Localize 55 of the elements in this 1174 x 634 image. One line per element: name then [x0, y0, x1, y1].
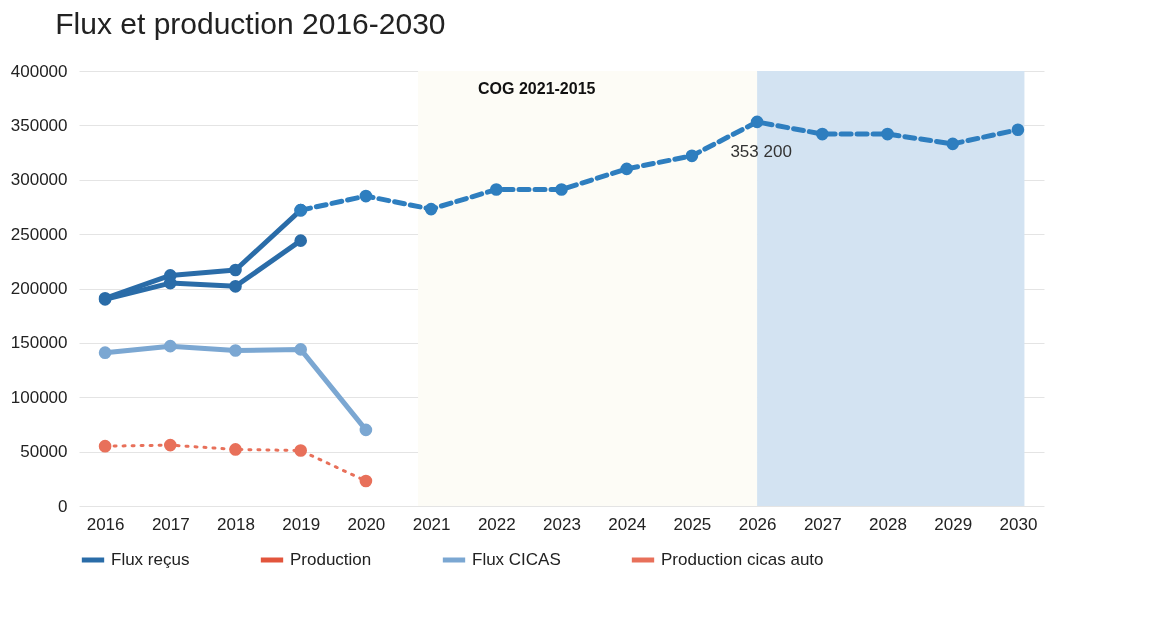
point	[946, 137, 960, 151]
x-tick-label: 2027	[803, 514, 842, 534]
point	[163, 339, 177, 353]
x-tick-label: 2023	[543, 514, 581, 534]
legend-label: Flux CICAS	[472, 550, 561, 569]
point	[98, 439, 112, 453]
x-tick-label: 2022	[477, 514, 516, 534]
point	[359, 423, 373, 437]
x-tick-label: 2028	[869, 514, 907, 534]
y-tick-label: 250000	[10, 224, 68, 244]
y-tick-label: 50000	[20, 442, 68, 462]
point	[163, 438, 177, 452]
x-tick-label: 2016	[86, 514, 125, 534]
x-tick-label: 2025	[673, 514, 712, 534]
y-tick-label: 200000	[10, 279, 68, 298]
point	[229, 263, 242, 277]
y-tick-label: 350000	[10, 115, 68, 135]
legend-label: Production cicas auto	[661, 550, 824, 569]
x-tick-label: 2030	[999, 514, 1038, 534]
point	[294, 234, 308, 247]
point	[424, 202, 438, 216]
point	[620, 162, 634, 176]
point	[229, 344, 242, 357]
point	[229, 443, 242, 456]
legend-label: Production	[290, 550, 372, 569]
annotation: 353 200	[730, 141, 792, 161]
point	[881, 127, 894, 141]
x-tick-label: 2029	[934, 514, 973, 534]
chart-title: Flux et production 2016-2030	[55, 7, 446, 40]
point	[98, 346, 112, 359]
x-tick-label: 2019	[282, 514, 321, 534]
y-tick-label: 100000	[10, 387, 68, 407]
y-tick-label: 300000	[10, 170, 68, 190]
point	[685, 149, 699, 163]
point	[1011, 123, 1025, 137]
x-tick-label: 2020	[347, 514, 386, 534]
x-tick-label: 2018	[217, 514, 255, 534]
point	[359, 474, 373, 488]
point	[555, 183, 568, 196]
point	[229, 280, 242, 293]
legend-label: Flux reçus	[111, 550, 190, 569]
point	[294, 444, 308, 457]
y-tick-label: 0	[58, 496, 68, 516]
y-tick-label: 400000	[10, 61, 68, 81]
point	[750, 115, 764, 129]
point	[294, 343, 308, 356]
point	[815, 127, 829, 141]
y-tick-label: 150000	[10, 333, 68, 353]
band-label: COG 2021-2015	[478, 80, 596, 97]
x-tick-label: 2026	[738, 514, 777, 534]
point	[359, 189, 373, 203]
x-tick-label: 2021	[412, 514, 451, 534]
x-tick-label: 2017	[151, 514, 190, 534]
point	[489, 183, 503, 196]
x-tick-label: 2024	[608, 514, 647, 534]
